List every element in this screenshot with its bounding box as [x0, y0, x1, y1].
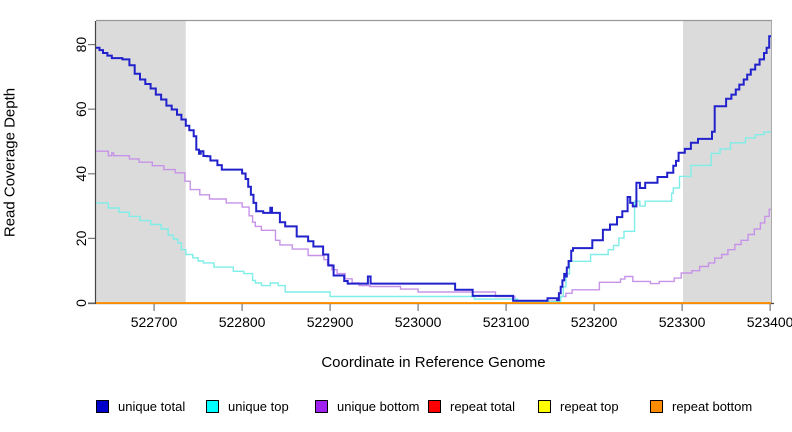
- y-tick-label: 0: [73, 299, 89, 307]
- legend-label: unique bottom: [337, 398, 420, 414]
- y-axis-ticks: 0 20 40 60 80: [73, 37, 95, 307]
- y-tick-label: 60: [73, 101, 89, 117]
- legend-swatch-unique-bottom: [315, 399, 328, 413]
- x-tick-label: 522900: [307, 314, 354, 330]
- legend: unique total unique top unique bottom repea…: [0, 396, 792, 420]
- x-tick-label: 523300: [659, 314, 706, 330]
- legend-item-unique-top: unique top: [206, 396, 289, 416]
- series-line-unique-top: [96, 131, 771, 303]
- legend-label: unique total: [118, 398, 186, 414]
- x-axis-title: Coordinate in Reference Genome: [321, 354, 546, 371]
- x-tick-label: 523100: [483, 314, 530, 330]
- x-tick-label: 522700: [131, 314, 178, 330]
- legend-swatch-repeat-bottom: [650, 399, 663, 413]
- x-tick-label: 523400: [747, 314, 792, 330]
- legend-item-unique-bottom: unique bottom: [315, 396, 419, 416]
- y-tick-label: 80: [73, 37, 89, 53]
- x-tick-label: 522800: [219, 314, 266, 330]
- legend-swatch-unique-top: [206, 399, 219, 413]
- x-tick-label: 523200: [571, 314, 618, 330]
- chart-canvas: 522700 522800 522900 523000 523100 523200 5233…: [73, 19, 792, 330]
- legend-label: repeat total: [450, 398, 516, 414]
- y-tick-label: 20: [73, 230, 89, 246]
- legend-label: repeat bottom: [672, 398, 753, 414]
- y-tick-label: 40: [73, 166, 89, 182]
- x-axis-ticks: 522700 522800 522900 523000 523100 523200 5233…: [131, 304, 792, 330]
- repeat-region-shade: [682, 21, 771, 303]
- legend-swatch-unique-total: [96, 399, 109, 413]
- y-axis-title: Read Coverage Depth: [1, 87, 19, 238]
- legend-swatch-repeat-top: [538, 399, 551, 413]
- legend-label: unique top: [228, 398, 289, 414]
- series-line-unique-bottom: [96, 150, 771, 302]
- legend-swatch-repeat-total: [428, 399, 441, 413]
- legend-item-repeat-bottom: repeat bottom: [650, 396, 752, 416]
- legend-item-repeat-total: repeat total: [428, 396, 515, 416]
- legend-label: repeat top: [560, 398, 619, 414]
- series-line-unique-total: [96, 35, 771, 302]
- legend-item-unique-total: unique total: [96, 396, 185, 416]
- legend-item-repeat-top: repeat top: [538, 396, 619, 416]
- x-tick-label: 523000: [395, 314, 442, 330]
